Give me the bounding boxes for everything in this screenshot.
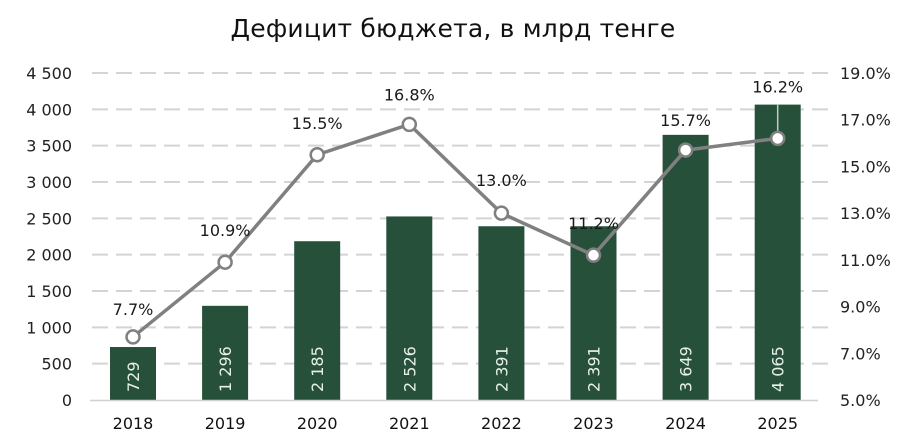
bar-value-label: 4 065	[769, 346, 788, 392]
line-marker	[585, 247, 602, 263]
x-tick-label: 2023	[573, 414, 614, 433]
bar-value-label: 3 649	[677, 346, 696, 392]
x-tick-label: 2022	[481, 414, 522, 433]
left-tick-label: 1 000	[26, 318, 72, 337]
x-tick-label: 2021	[389, 414, 430, 433]
left-tick-label: 4 000	[26, 100, 72, 119]
right-tick-label: 15.0%	[840, 157, 891, 176]
bar	[294, 241, 341, 400]
point-value-label: 13.0%	[476, 171, 527, 190]
right-tick-label: 17.0%	[840, 111, 891, 130]
line-series: 7.7% 10.9% 15.5% 16.8% 13.0% 11.2% 15.7% 16.2%	[113, 77, 803, 345]
right-tick-label: 7.0%	[840, 344, 881, 363]
bar-value-label: 2 526	[400, 346, 419, 392]
x-tick-label: 2018	[113, 414, 154, 433]
x-tick-label: 2019	[205, 414, 246, 433]
left-axis-ticks: 0 500 1 000 1 500 2 000 2 500 3 000 3 500 4 000 4…	[26, 64, 72, 410]
left-tick-label: 500	[41, 355, 72, 374]
x-tick-label: 2025	[757, 414, 798, 433]
x-axis-ticks: 2018 2019 2020 2021 2022 2023 2024 2025	[113, 414, 798, 433]
bar-value-label: 729	[124, 361, 143, 392]
bar-value-label: 2 391	[492, 346, 511, 392]
left-tick-label: 2 000	[26, 246, 72, 265]
bar	[662, 134, 709, 400]
point-value-label: 11.2%	[568, 214, 619, 233]
bar-value-label: 2 391	[585, 346, 604, 392]
x-tick-label: 2024	[665, 414, 706, 433]
line-marker	[309, 147, 325, 163]
point-value-label: 15.5%	[292, 114, 343, 133]
bar	[202, 305, 249, 400]
bar-value-label: 1 296	[216, 346, 235, 392]
right-axis-ticks: 5.0% 7.0% 9.0% 11.0% 13.0% 15.0% 17.0% 19.0%	[840, 64, 891, 410]
bar	[386, 216, 433, 400]
left-tick-label: 0	[62, 391, 72, 410]
line-marker	[125, 329, 141, 345]
line-marker	[217, 254, 233, 270]
right-tick-label: 13.0%	[840, 204, 891, 223]
point-value-label: 15.7%	[660, 111, 711, 130]
line-marker	[493, 205, 510, 221]
bar	[478, 226, 525, 400]
line-path	[131, 122, 778, 339]
point-value-label: 10.9%	[200, 221, 251, 240]
right-tick-label: 9.0%	[840, 298, 881, 317]
line-marker	[677, 142, 694, 158]
left-tick-label: 3 500	[26, 137, 72, 156]
left-tick-label: 3 000	[26, 173, 72, 192]
bar	[754, 104, 801, 401]
left-tick-label: 1 500	[26, 282, 72, 301]
chart-title: Дефицит бюджета, в млрд тенге	[230, 14, 676, 43]
right-tick-label: 5.0%	[840, 391, 881, 410]
right-tick-label: 19.0%	[840, 64, 891, 83]
x-tick-label: 2020	[297, 414, 338, 433]
left-tick-label: 4 500	[26, 64, 72, 83]
line-marker	[769, 130, 786, 147]
point-value-label: 7.7%	[113, 300, 154, 319]
point-value-label: 16.8%	[384, 85, 435, 104]
bar	[110, 347, 156, 400]
bar-value-label: 2 185	[308, 346, 327, 392]
bar-series: 729 1 296 2 185 2 526 2 391 2 391 3 649 4 065	[110, 104, 801, 401]
right-tick-label: 11.0%	[840, 251, 891, 270]
left-tick-label: 2 500	[26, 209, 72, 228]
point-value-label: 16.2%	[752, 77, 803, 96]
line-marker	[401, 116, 418, 133]
